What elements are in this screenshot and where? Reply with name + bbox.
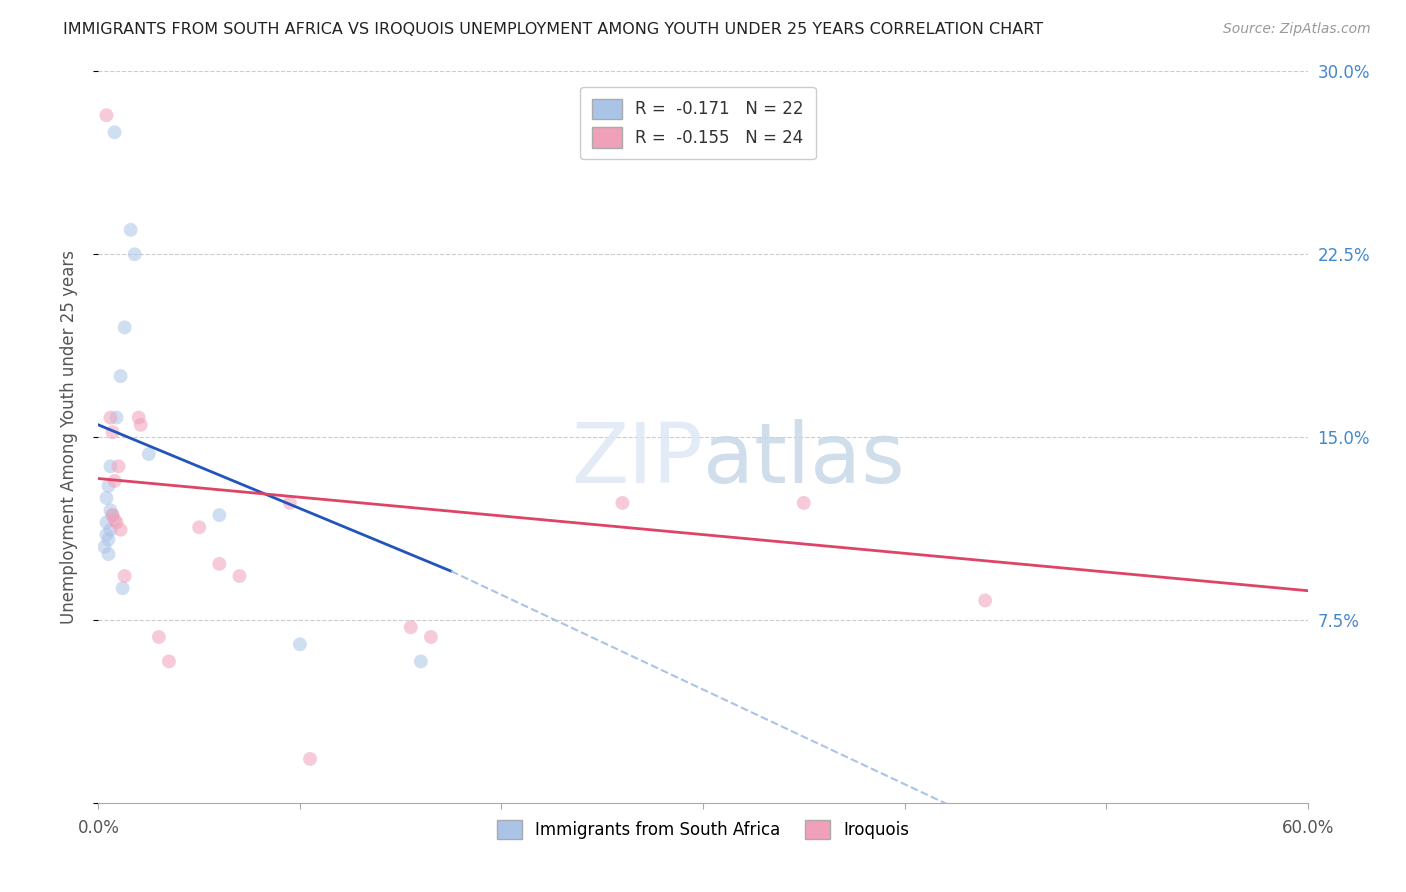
Point xyxy=(100,523,122,537)
Point xyxy=(105,410,128,425)
Point xyxy=(157,654,180,668)
Point xyxy=(96,108,118,122)
Point xyxy=(128,410,150,425)
Point xyxy=(110,369,132,384)
Point xyxy=(93,540,115,554)
Point xyxy=(97,533,120,547)
Point xyxy=(96,516,118,530)
Point xyxy=(96,491,118,505)
Point xyxy=(228,569,250,583)
Point xyxy=(100,503,122,517)
Point xyxy=(100,410,122,425)
Point xyxy=(107,459,129,474)
Point xyxy=(399,620,422,634)
Point xyxy=(97,479,120,493)
Text: 0.0%: 0.0% xyxy=(77,819,120,837)
Point xyxy=(299,752,322,766)
Point xyxy=(124,247,146,261)
Text: IMMIGRANTS FROM SOUTH AFRICA VS IROQUOIS UNEMPLOYMENT AMONG YOUTH UNDER 25 YEARS: IMMIGRANTS FROM SOUTH AFRICA VS IROQUOIS… xyxy=(63,22,1043,37)
Point xyxy=(97,547,120,561)
Point xyxy=(110,523,132,537)
Point xyxy=(101,425,124,440)
Point xyxy=(101,508,124,522)
Point xyxy=(105,516,128,530)
Point xyxy=(96,527,118,541)
Point xyxy=(420,630,443,644)
Point xyxy=(111,581,134,595)
Point xyxy=(100,459,122,474)
Point xyxy=(114,569,136,583)
Point xyxy=(278,496,301,510)
Point xyxy=(288,637,311,651)
Point xyxy=(974,593,997,607)
Text: Source: ZipAtlas.com: Source: ZipAtlas.com xyxy=(1223,22,1371,37)
Point xyxy=(208,508,231,522)
Text: 60.0%: 60.0% xyxy=(1281,819,1334,837)
Point xyxy=(188,520,211,534)
Point xyxy=(114,320,136,334)
Text: atlas: atlas xyxy=(703,418,904,500)
Point xyxy=(208,557,231,571)
Point xyxy=(138,447,160,461)
Point xyxy=(148,630,170,644)
Point xyxy=(101,508,124,522)
Point xyxy=(129,417,152,432)
Point xyxy=(409,654,432,668)
Point xyxy=(103,513,125,527)
Point xyxy=(103,474,125,488)
Point xyxy=(120,223,142,237)
Point xyxy=(612,496,634,510)
Text: ZIP: ZIP xyxy=(571,418,703,500)
Legend: Immigrants from South Africa, Iroquois: Immigrants from South Africa, Iroquois xyxy=(489,814,917,846)
Point xyxy=(103,125,125,139)
Point xyxy=(793,496,815,510)
Y-axis label: Unemployment Among Youth under 25 years: Unemployment Among Youth under 25 years xyxy=(59,250,77,624)
